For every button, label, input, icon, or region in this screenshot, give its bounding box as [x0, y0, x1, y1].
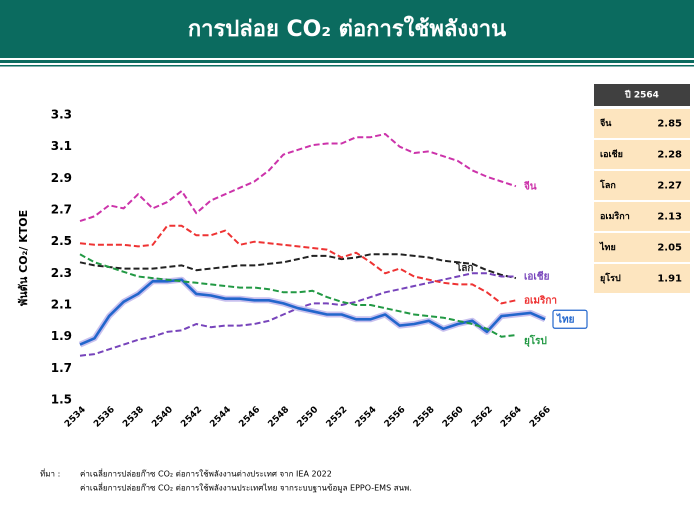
x-tick-label: 2546	[237, 405, 262, 430]
table-cell: 1.91	[657, 274, 682, 285]
y-tick-label: 2.9	[51, 171, 72, 185]
table-cell: อเมริกา	[600, 211, 630, 222]
x-tick-label: 2544	[208, 405, 233, 430]
table-row-bg	[594, 109, 690, 138]
series-line	[79, 133, 517, 223]
x-tick-label: 2538	[121, 405, 146, 430]
x-tick-label: 2566	[528, 405, 553, 430]
y-tick-label: 1.5	[51, 393, 72, 407]
y-tick-label: 3.3	[51, 108, 72, 122]
legend-label: ไทย	[556, 312, 575, 325]
y-axis-label: พันตัน CO₂/ KTOE	[17, 210, 30, 306]
header-stripe	[0, 60, 694, 63]
x-tick-label: 2548	[267, 405, 292, 430]
y-tick-label: 1.9	[51, 329, 72, 343]
x-tick-label: 2562	[470, 405, 495, 430]
table-row-bg	[594, 233, 690, 262]
x-tick-label: 2550	[296, 405, 321, 430]
label-box	[552, 309, 588, 329]
x-tick-label: 2536	[92, 405, 117, 430]
table-cell: โลก	[599, 179, 616, 191]
source-line: ค่าเฉลี่ยการปล่อยก๊าซ CO₂ ต่อการใช้พลังง…	[80, 482, 412, 494]
x-tick-label: 2554	[354, 405, 379, 430]
x-tick-label: 2540	[150, 405, 175, 430]
chart-title: การปล่อย CO₂ ต่อการใช้พลังงาน	[188, 15, 506, 42]
table-cell: 2.27	[657, 181, 682, 192]
y-tick-label: 2.5	[51, 234, 72, 248]
series-line	[79, 253, 517, 280]
legend-label: ยุโรป	[524, 334, 547, 347]
source-line: ค่าเฉลี่ยการปล่อยก๊าซ CO₂ ต่อการใช้พลังง…	[80, 468, 332, 479]
y-tick-label: 2.1	[51, 298, 72, 312]
table-cell: เอเชีย	[600, 149, 623, 160]
x-tick-label: 2560	[441, 405, 466, 430]
x-tick-label: 2564	[499, 405, 524, 430]
y-tick-label: 3.1	[51, 139, 72, 153]
table-cell: จีน	[599, 118, 612, 129]
series-line	[79, 278, 546, 346]
header-band	[0, 0, 694, 58]
source-label: ที่มา :	[40, 468, 60, 479]
table-row-bg	[594, 202, 690, 231]
x-tick-label: 2542	[179, 405, 204, 430]
table-row-bg	[594, 264, 690, 293]
y-tick-label: 1.7	[51, 361, 72, 375]
y-tick-label: 2.7	[51, 203, 72, 217]
legend-label: เอเชีย	[524, 271, 550, 283]
table-header-bg	[594, 84, 690, 106]
header-stripe	[0, 65, 694, 67]
table-cell: 2.05	[657, 243, 682, 254]
table-cell: 2.28	[657, 150, 682, 161]
table-cell: ไทย	[599, 241, 616, 253]
y-tick-label: 2.3	[51, 266, 72, 280]
table-header: ปี 2564	[624, 90, 659, 101]
table-cell: ยุโรป	[600, 272, 621, 284]
series-line	[79, 253, 517, 338]
table-cell: 2.85	[657, 119, 682, 130]
x-tick-label: 2552	[325, 405, 350, 430]
x-tick-label: 2534	[63, 405, 88, 430]
table-cell: 2.13	[657, 212, 682, 223]
series-line	[79, 224, 517, 305]
legend-label: โลก	[455, 261, 474, 274]
table-row-bg	[594, 140, 690, 169]
legend-label: อเมริกา	[524, 294, 557, 306]
x-tick-label: 2556	[383, 405, 408, 430]
x-tick-label: 2558	[412, 405, 437, 430]
legend-label: จีน	[524, 180, 537, 192]
table-row-bg	[594, 171, 690, 200]
